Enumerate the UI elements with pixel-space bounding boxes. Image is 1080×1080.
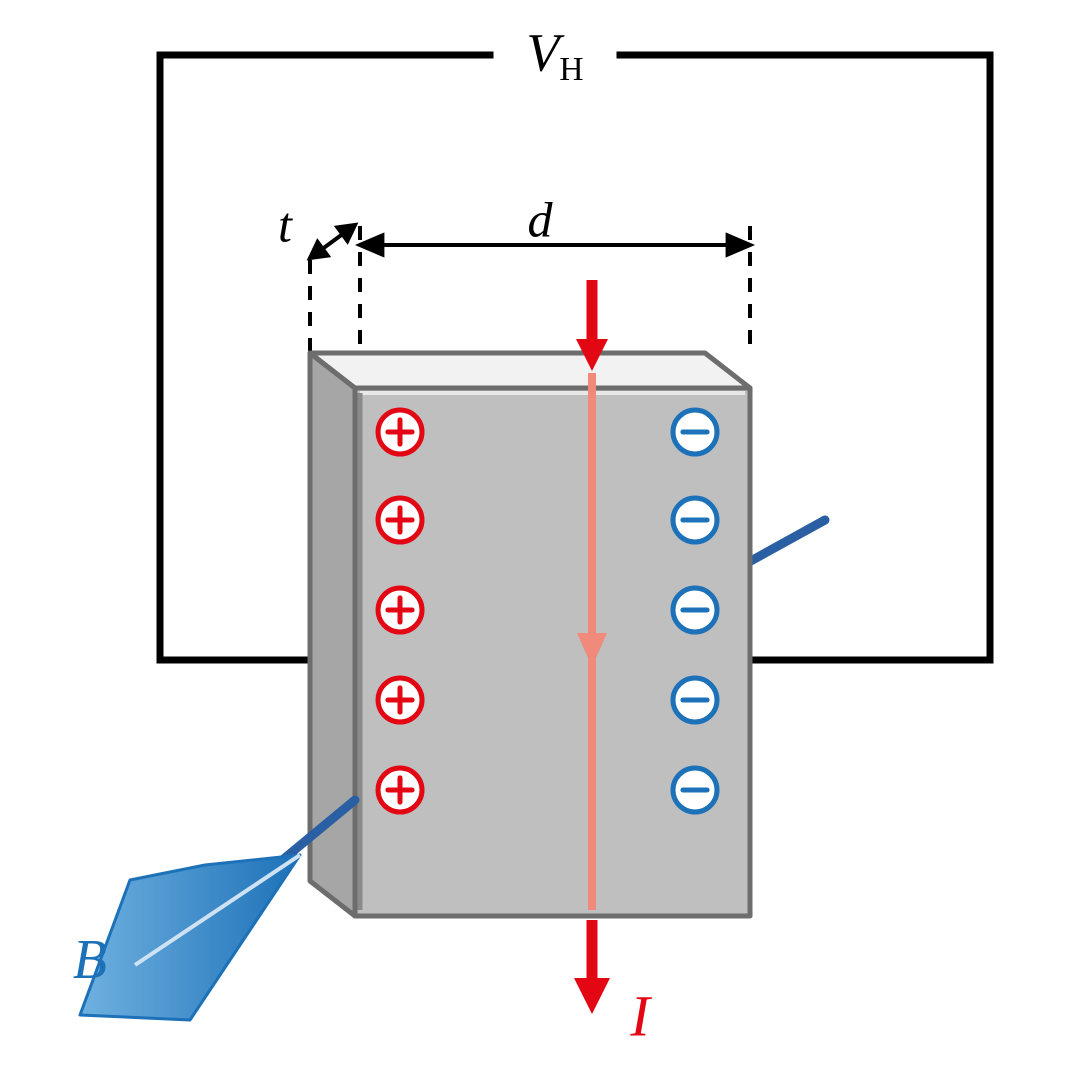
- label-b: B: [73, 929, 107, 991]
- label-t: t: [278, 196, 293, 252]
- dimension-d: [360, 235, 750, 254]
- dimension-t: [310, 225, 355, 258]
- label-d: d: [528, 191, 554, 247]
- label-vh: VH: [526, 22, 583, 87]
- label-i: I: [629, 983, 652, 1048]
- b-field-arrow: [80, 800, 355, 1020]
